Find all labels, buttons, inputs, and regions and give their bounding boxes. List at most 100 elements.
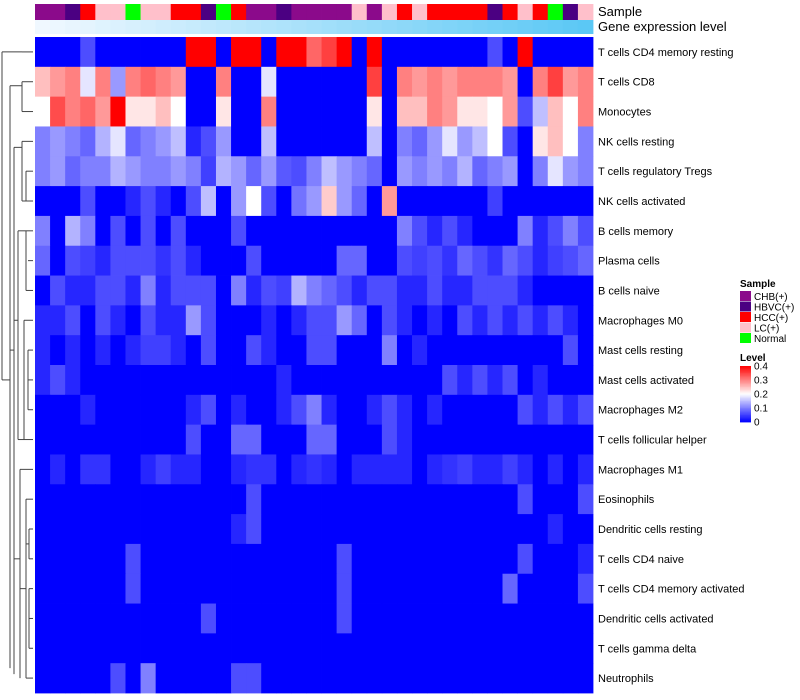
heatmap-cell <box>577 663 594 694</box>
heatmap-cell <box>185 335 202 366</box>
heatmap-cell <box>457 543 473 575</box>
row-label: Plasma cells <box>598 256 660 268</box>
row-label: Macrophages M1 <box>598 464 683 476</box>
heatmap-cell <box>125 424 141 455</box>
sample-cell <box>170 4 187 20</box>
row-label: T cells CD4 memory activated <box>598 584 745 596</box>
heatmap-cell <box>231 215 247 247</box>
sample-cell <box>215 4 232 20</box>
heatmap-cell <box>261 275 277 306</box>
heatmap-cell <box>215 156 232 187</box>
heatmap-cell <box>185 424 202 455</box>
heatmap-cell <box>231 514 247 545</box>
heatmap-cell <box>427 305 443 336</box>
heatmap-cell <box>366 454 383 485</box>
heatmap-cell <box>155 245 172 276</box>
heatmap-cell <box>412 245 428 276</box>
heatmap-cell <box>261 66 277 98</box>
row-label: T cells follicular helper <box>598 435 707 447</box>
heatmap-cell <box>276 305 292 336</box>
heatmap-cell <box>110 186 126 217</box>
heatmap-cell <box>155 424 172 455</box>
heatmap-cell <box>502 37 518 68</box>
heatmap-cell <box>185 245 202 276</box>
heatmap-cell <box>517 365 534 396</box>
heatmap-cell <box>547 514 564 545</box>
sample-cell <box>306 4 322 20</box>
heatmap-cell <box>396 37 413 68</box>
heatmap-cell <box>50 305 66 336</box>
sample-cell <box>336 4 353 20</box>
heatmap-cell <box>396 305 413 336</box>
heatmap-cell <box>50 156 66 187</box>
heatmap-cell <box>200 424 217 455</box>
sample-cell <box>577 4 594 20</box>
heatmap-cell <box>381 573 398 604</box>
heatmap-cell <box>291 186 307 217</box>
heatmap-cell <box>487 215 503 247</box>
heatmap-cell <box>35 126 51 157</box>
heatmap-cell <box>140 335 157 366</box>
heatmap-cell <box>351 245 368 276</box>
heatmap-cell <box>321 603 338 634</box>
heatmap-cell <box>366 365 383 396</box>
heatmap-cell <box>231 603 247 634</box>
heatmap-cell <box>366 215 383 247</box>
heatmap-cell <box>35 215 51 247</box>
row-label: T cells CD4 naive <box>598 554 684 566</box>
heatmap-cell <box>487 543 503 575</box>
heatmap-cell <box>381 186 398 217</box>
heatmap-cell <box>351 573 368 604</box>
heatmap-cell <box>517 514 534 545</box>
heatmap-cell <box>35 394 51 426</box>
heatmap-cell <box>291 305 307 336</box>
heatmap-cell <box>276 663 292 694</box>
heatmap-cell <box>366 663 383 694</box>
heatmap-cell <box>427 215 443 247</box>
heatmap-cell <box>532 454 549 485</box>
heatmap-cell <box>336 603 353 634</box>
heatmap-cell <box>502 186 518 217</box>
heatmap-cell <box>276 573 292 604</box>
sample-cell <box>547 4 564 20</box>
heatmap-cell <box>351 424 368 455</box>
heatmap-cell <box>291 365 307 396</box>
heatmap-cell <box>321 633 338 664</box>
heatmap-cell <box>50 275 66 306</box>
level-legend-title: Level <box>740 353 766 364</box>
heatmap-cell <box>276 37 292 68</box>
heatmap-cell <box>577 305 594 336</box>
row-labels: T cells CD4 memory resting T cells CD8 Mon… <box>598 47 745 685</box>
heatmap-cell <box>336 484 353 515</box>
heatmap-cell <box>366 305 383 336</box>
heatmap-cell <box>577 424 594 455</box>
sample-cell <box>381 4 398 20</box>
heatmap-cell <box>412 514 428 545</box>
heatmap-cell <box>50 186 66 217</box>
heatmap-cell <box>185 394 202 426</box>
heatmap-cell <box>381 365 398 396</box>
heatmap-cell <box>155 156 172 187</box>
heatmap-cell <box>457 365 473 396</box>
heatmap-cell <box>246 663 262 694</box>
heatmap-cell <box>396 156 413 187</box>
heatmap-cell <box>140 275 157 306</box>
heatmap-cell <box>140 514 157 545</box>
heatmap-cell <box>457 573 473 604</box>
heatmap-cell <box>155 603 172 634</box>
heatmap-cell <box>427 245 443 276</box>
sample-cell <box>442 4 458 20</box>
heatmap-cell <box>200 156 217 187</box>
heatmap-cell <box>396 275 413 306</box>
heatmap-cell <box>427 186 443 217</box>
gene-track-cell <box>215 20 232 34</box>
heatmap-cell <box>336 663 353 694</box>
heatmap-cell <box>396 424 413 455</box>
heatmap-cell <box>50 454 66 485</box>
heatmap-cell <box>577 633 594 664</box>
heatmap-cell <box>80 633 96 664</box>
heatmap-cell <box>65 543 81 575</box>
heatmap-cell <box>231 573 247 604</box>
heatmap-cell <box>261 514 277 545</box>
heatmap-cell <box>306 126 322 157</box>
